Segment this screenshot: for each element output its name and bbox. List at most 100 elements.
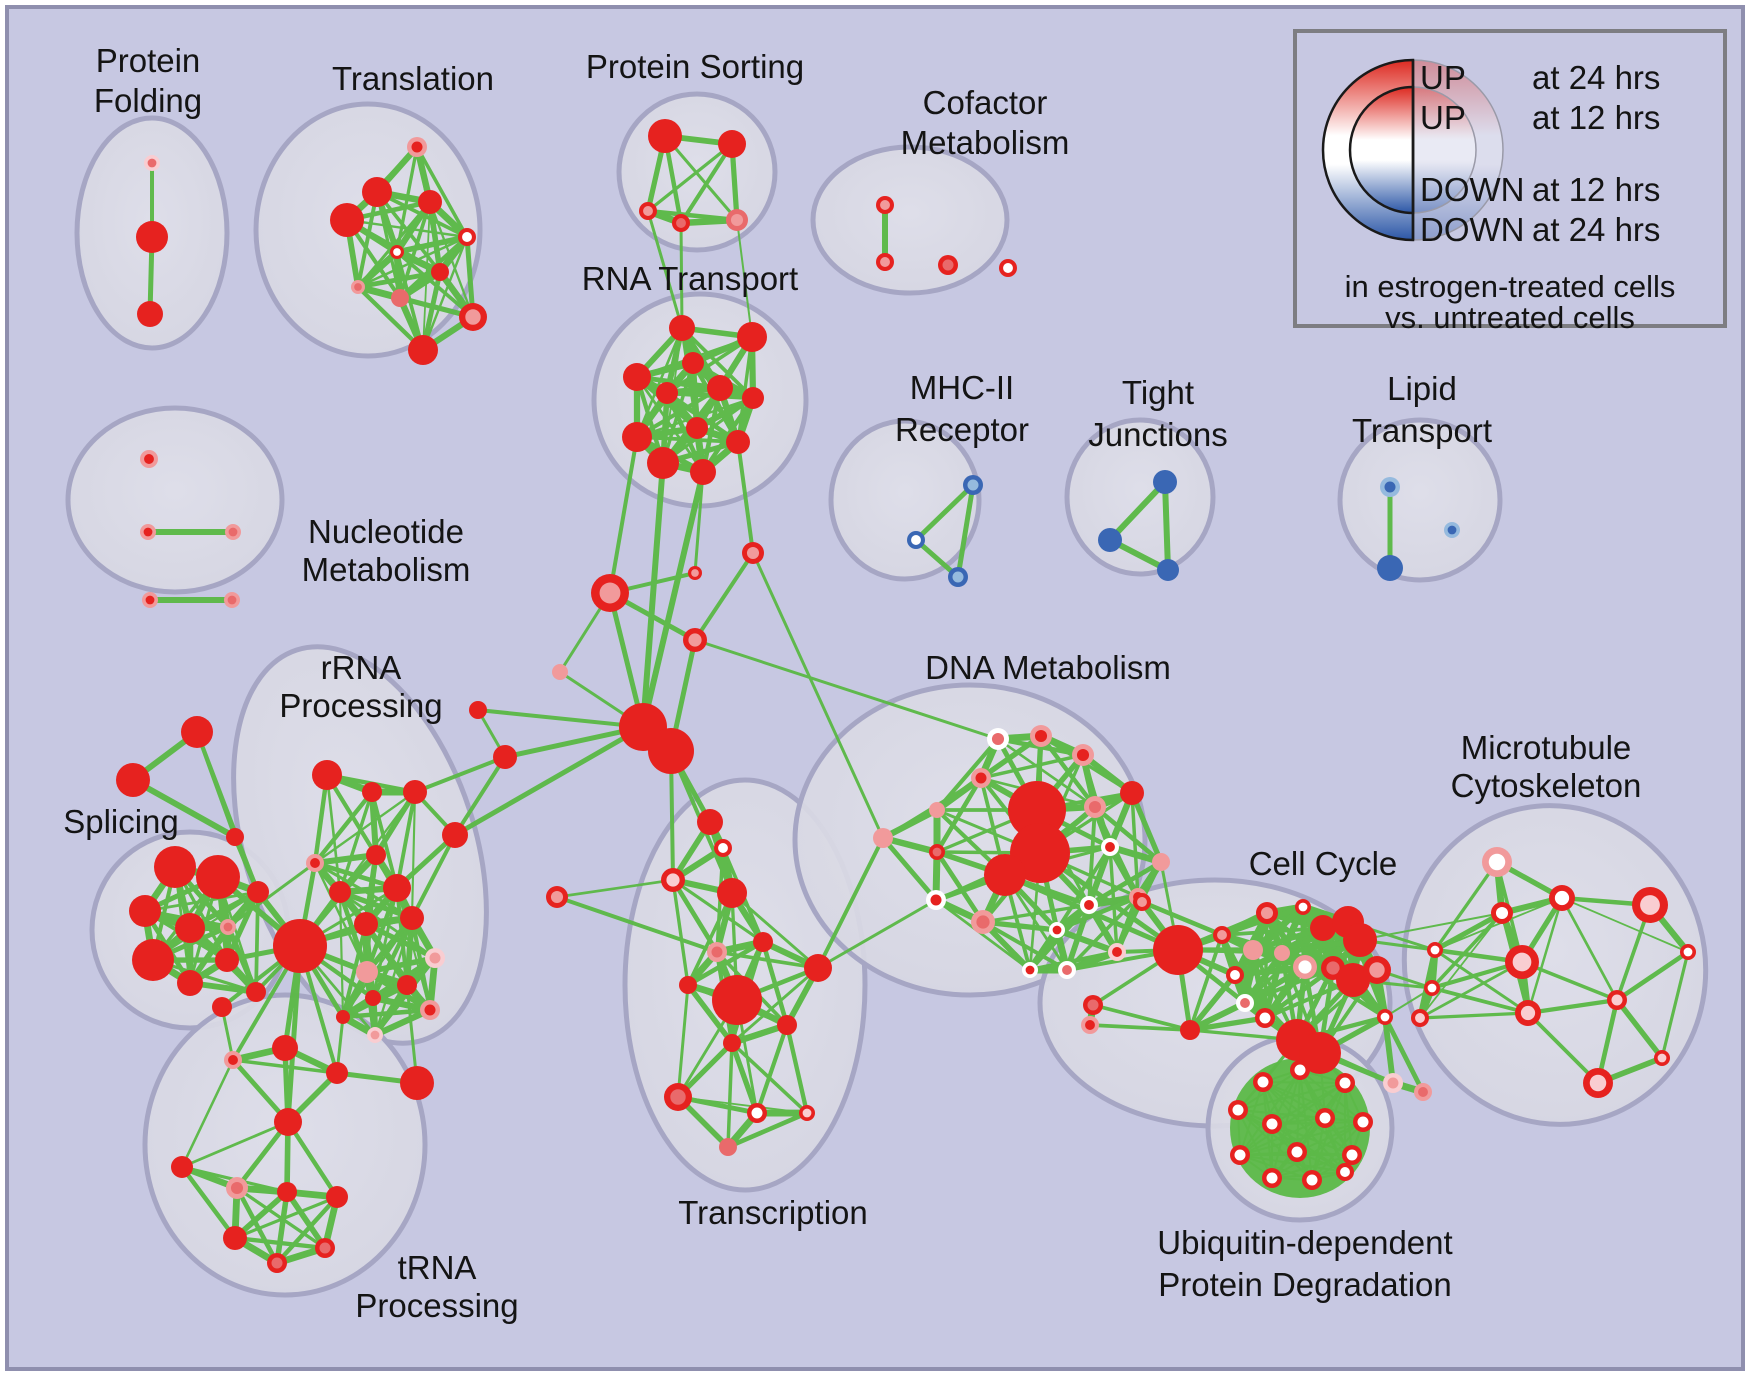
node-rr7-ring bbox=[383, 874, 411, 902]
node-cc7-ring bbox=[1274, 945, 1290, 961]
node-dm_h-ring bbox=[873, 828, 893, 848]
edge bbox=[640, 469, 706, 730]
node-hub2-ring bbox=[648, 728, 694, 774]
edge bbox=[725, 1110, 810, 1150]
edge bbox=[736, 440, 755, 555]
cluster-label-cc-line1: Cell Cycle bbox=[1249, 845, 1398, 882]
node-rr5-ring bbox=[329, 881, 351, 903]
edge bbox=[284, 1189, 328, 1251]
node-bx1-ring bbox=[212, 997, 232, 1017]
node-dm_s-core bbox=[1052, 925, 1062, 935]
node-ub7-core bbox=[1357, 1116, 1369, 1128]
edge bbox=[1296, 1069, 1301, 1153]
edge bbox=[312, 789, 375, 866]
edge bbox=[274, 1194, 340, 1266]
edge bbox=[664, 390, 741, 445]
cluster-label-rr-line2: Processing bbox=[279, 687, 442, 724]
cluster-ellipse-lt bbox=[1337, 417, 1503, 583]
node-rr14-ring bbox=[365, 990, 381, 1006]
node-cn4-core bbox=[688, 633, 702, 647]
node-dm_m-core bbox=[1105, 842, 1115, 852]
edge bbox=[1359, 912, 1503, 941]
node-cc10-ring bbox=[1336, 963, 1370, 997]
edge bbox=[413, 755, 507, 794]
cluster-label-pf-line2: Folding bbox=[94, 82, 202, 119]
node-cc17-core bbox=[1259, 1012, 1271, 1024]
edge bbox=[1092, 804, 1164, 865]
edge bbox=[1299, 1069, 1364, 1123]
node-dm_v-core bbox=[1112, 947, 1122, 957]
node-rr17-core bbox=[370, 1030, 380, 1040]
edge bbox=[880, 835, 939, 903]
node-rt12-ring bbox=[690, 459, 716, 485]
node-pf3-ring bbox=[137, 301, 163, 327]
edge bbox=[1187, 1015, 1268, 1033]
node-tn8-ring bbox=[326, 1186, 348, 1208]
node-lt3-core bbox=[1447, 525, 1457, 535]
node-sp9-ring bbox=[247, 881, 269, 903]
node-t8-core bbox=[354, 283, 362, 291]
cluster-label-mt-line1: Microtubule bbox=[1461, 729, 1632, 766]
node-cm2-core bbox=[880, 257, 890, 267]
edge bbox=[1526, 1011, 1600, 1085]
node-rr11-ring bbox=[356, 961, 378, 983]
node-tj3-ring bbox=[1157, 559, 1179, 581]
node-cc15-core bbox=[1230, 970, 1240, 980]
node-mt2-core bbox=[1554, 890, 1570, 906]
node-pf1-core bbox=[147, 158, 157, 168]
cluster-label-nm-line2: Metabolism bbox=[302, 551, 471, 588]
node-rr16-ring bbox=[336, 1010, 350, 1024]
node-tg2-ring bbox=[116, 763, 150, 797]
edge bbox=[356, 190, 379, 289]
edge bbox=[671, 878, 690, 987]
cluster-label-pf-line1: Protein bbox=[96, 42, 201, 79]
node-br1-ring bbox=[493, 745, 517, 769]
node-rt9-ring bbox=[726, 430, 750, 454]
node-cc20-core bbox=[1380, 1012, 1390, 1022]
node-rr2-ring bbox=[362, 782, 382, 802]
legend-direction-2: UP bbox=[1420, 99, 1466, 136]
edge bbox=[736, 219, 753, 338]
node-cc8-core bbox=[1298, 960, 1312, 974]
node-cc2-core bbox=[1260, 906, 1274, 920]
edge bbox=[1382, 1014, 1426, 1095]
node-tx1-ring bbox=[697, 809, 723, 835]
cluster-label-ps-line1: Protein Sorting bbox=[586, 48, 804, 85]
edge bbox=[685, 982, 735, 1046]
node-sp3-ring bbox=[129, 895, 161, 927]
edge bbox=[635, 435, 740, 444]
edge bbox=[981, 903, 1091, 924]
edge bbox=[1430, 911, 1504, 990]
edge bbox=[1614, 949, 1691, 1003]
edge bbox=[1088, 1023, 1192, 1032]
edge bbox=[373, 789, 418, 858]
edge bbox=[363, 921, 438, 961]
node-tg3-ring bbox=[226, 828, 244, 846]
node-dm_n-ring bbox=[1152, 853, 1170, 871]
edge bbox=[1239, 1121, 1364, 1156]
edge bbox=[730, 966, 820, 1045]
edge bbox=[913, 482, 976, 543]
node-tx5-core bbox=[550, 890, 564, 904]
edge bbox=[1026, 926, 1061, 974]
edge bbox=[285, 1119, 340, 1200]
edge bbox=[325, 773, 342, 894]
node-dm_c-core bbox=[1076, 748, 1090, 762]
node-mt3-core bbox=[1495, 906, 1509, 920]
edge bbox=[754, 1022, 790, 1116]
node-tx12-ring bbox=[723, 1034, 741, 1052]
node-rt1-ring bbox=[669, 315, 695, 341]
edge bbox=[1186, 999, 1249, 1034]
edge bbox=[274, 1189, 290, 1266]
edge bbox=[979, 753, 1085, 780]
node-ub10-core bbox=[1346, 1149, 1358, 1161]
edge bbox=[1271, 1123, 1346, 1173]
node-mt10-core bbox=[1589, 1074, 1607, 1092]
node-ps1-ring bbox=[648, 119, 682, 153]
cluster-label-tj-line2: Junctions bbox=[1088, 416, 1227, 453]
node-ps3-core bbox=[643, 206, 653, 216]
edge bbox=[1660, 950, 1690, 1060]
node-t6-core bbox=[393, 248, 401, 256]
node-tn9-ring bbox=[223, 1226, 247, 1250]
